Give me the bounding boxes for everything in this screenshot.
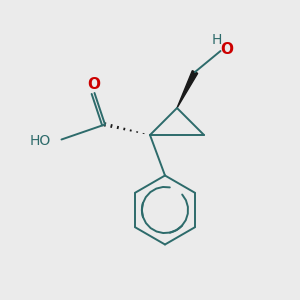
Text: H: H — [212, 33, 222, 46]
Polygon shape — [177, 71, 198, 108]
Text: O: O — [220, 42, 233, 57]
Text: O: O — [87, 77, 101, 92]
Text: HO: HO — [30, 134, 51, 148]
